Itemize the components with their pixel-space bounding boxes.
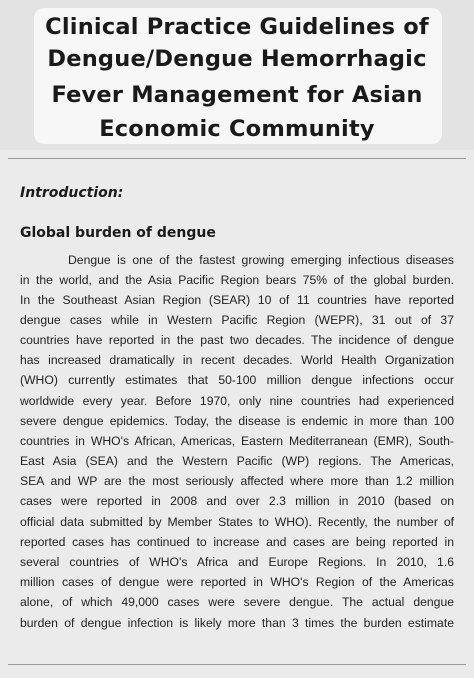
- body-line: official data submitted by Member States…: [20, 515, 454, 529]
- title-line-1: Clinical Practice Guidelines of: [45, 14, 429, 40]
- body-line: reported cases has continued to increase…: [20, 535, 454, 549]
- body-line: severe dengue epidemics. Today, the dise…: [20, 414, 454, 428]
- body-line: (WHO) currently estimates that 50-100 mi…: [20, 373, 454, 387]
- body-line: countries in WHO's African, Americas, Ea…: [20, 434, 454, 448]
- section-heading: Global burden of dengue: [20, 225, 216, 241]
- title-box: [34, 8, 442, 144]
- body-line: dengue cases while in Western Pacific Re…: [20, 313, 454, 327]
- body-line: million cases of dengue were reported in…: [20, 575, 454, 589]
- title-line-2: Dengue/Dengue Hemorrhagic: [47, 46, 427, 72]
- body-line: East Asia (SEA) and the Western Pacific …: [20, 454, 454, 468]
- bottom-divider: [8, 664, 466, 665]
- title-line-4: Economic Community: [99, 116, 375, 142]
- body-line: Dengue is one of the fastest growing eme…: [68, 253, 454, 267]
- body-line: cases were reported in 2008 and over 2.3…: [20, 494, 454, 508]
- top-divider: [8, 158, 466, 159]
- body-line: alone, of which 49,000 cases were severe…: [20, 595, 454, 609]
- title-line-3: Fever Management for Asian: [51, 82, 423, 108]
- body-line: in the world, and the Asia Pacific Regio…: [20, 273, 454, 287]
- body-line: worldwide every year. Before 1970, only …: [20, 394, 454, 408]
- body-line: several countries of WHO's Africa and Eu…: [20, 555, 454, 569]
- body-line: In the Southeast Asian Region (SEAR) 10 …: [20, 293, 454, 307]
- title-band: Clinical Practice Guidelines of Dengue/D…: [0, 0, 474, 150]
- body-line: SEA and WP are the most seriously affect…: [20, 474, 454, 488]
- body-line: burden of dengue infection is likely mor…: [20, 616, 454, 630]
- introduction-heading: Introduction:: [20, 185, 124, 201]
- body-line: has increased dramatically in recent dec…: [20, 353, 454, 367]
- body-line: countries have reported in the past two …: [20, 333, 454, 347]
